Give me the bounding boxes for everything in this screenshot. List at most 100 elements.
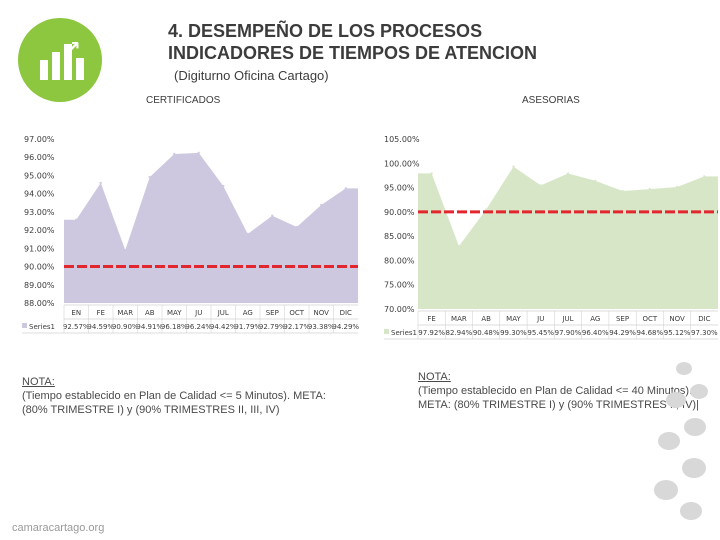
data-label: 94.29% xyxy=(609,329,636,337)
note-text: (Tiempo establecido en Plan de Calidad <… xyxy=(418,385,699,411)
data-point xyxy=(295,225,298,229)
note-asesorias: NOTA: (Tiempo establecido en Plan de Cal… xyxy=(418,370,716,412)
y-tick-label: 95.00% xyxy=(384,184,415,193)
y-tick-label: 105.00% xyxy=(384,135,420,144)
y-tick-label: 97.00% xyxy=(24,135,55,144)
y-tick-label: 95.00% xyxy=(24,171,55,180)
chart-asesorias: 105.00% 100.00% 95.00% 90.00% 85.00% 80.00% 75… xyxy=(384,135,718,340)
data-point xyxy=(484,208,488,211)
decor-dot xyxy=(654,480,678,500)
series-area xyxy=(418,166,718,309)
note-label: NOTA: xyxy=(22,376,55,388)
x-tick-label: NOV xyxy=(669,315,685,323)
decor-dot xyxy=(658,432,680,450)
y-tick-label: 90.00% xyxy=(384,208,415,217)
x-tick-label: JUL xyxy=(561,315,573,323)
title-line-1: 4. DESEMPEÑO DE LOS PROCESOS xyxy=(168,21,483,41)
logo-bar xyxy=(40,60,48,80)
x-tick-label: AB xyxy=(145,309,155,317)
x-tick-label: JU xyxy=(194,309,202,317)
x-tick-label: AG xyxy=(243,309,253,317)
data-point xyxy=(594,179,597,182)
data-point xyxy=(148,175,151,179)
data-label: 92.79% xyxy=(259,323,286,331)
x-tick-label: MAY xyxy=(506,315,521,323)
data-point xyxy=(457,244,461,248)
data-point xyxy=(648,187,652,191)
data-label: 94.91% xyxy=(136,323,163,331)
data-point xyxy=(99,181,102,185)
legend-swatch xyxy=(22,323,27,328)
y-tick-label: 94.00% xyxy=(24,190,55,199)
data-point xyxy=(75,218,78,221)
footer-website: camaracartago.org xyxy=(12,522,105,534)
x-tick-label: SEP xyxy=(266,309,279,317)
data-point xyxy=(246,232,249,236)
data-point xyxy=(320,203,323,207)
data-label: 94.29% xyxy=(332,323,359,331)
chart-title-certificados: CERTIFICADOS xyxy=(146,95,221,106)
decorative-dots xyxy=(652,362,712,532)
legend-label: Series1 xyxy=(29,323,55,331)
y-tick-label: 70.00% xyxy=(384,305,415,314)
data-point xyxy=(222,184,225,188)
data-point xyxy=(539,184,542,187)
y-tick-label: 90.00% xyxy=(24,263,55,272)
data-label: 97.90% xyxy=(555,329,582,337)
page-title: 4. DESEMPEÑO DE LOS PROCESOS INDICADORES… xyxy=(168,20,537,64)
data-label: 93.38% xyxy=(308,323,335,331)
data-label: 91.79% xyxy=(234,323,261,331)
y-tick-label: 89.00% xyxy=(24,281,55,290)
logo-bar xyxy=(52,52,60,80)
page-subtitle: (Digiturno Oficina Cartago) xyxy=(174,68,329,83)
data-label: 95.45% xyxy=(527,329,554,337)
x-tick-label: AG xyxy=(590,315,600,323)
y-tick-label: 92.00% xyxy=(24,226,55,235)
y-tick-label: 88.00% xyxy=(24,299,55,308)
decor-dot xyxy=(690,384,708,399)
data-point xyxy=(271,214,274,217)
chart-title-asesorias: ASESORIAS xyxy=(522,95,580,106)
decor-dot xyxy=(684,418,706,436)
data-label: 92.57% xyxy=(63,323,90,331)
logo-bar xyxy=(76,58,84,80)
x-tick-label: DIC xyxy=(340,309,352,317)
legend-swatch xyxy=(384,329,389,334)
decor-dot xyxy=(676,362,692,375)
logo-bar xyxy=(64,44,72,80)
x-tick-label: DIC xyxy=(698,315,710,323)
data-label: 94.42% xyxy=(210,323,237,331)
x-tick-label: EN xyxy=(71,309,81,317)
y-tick-label: 75.00% xyxy=(384,281,415,290)
x-tick-label: OCT xyxy=(289,309,304,317)
data-point xyxy=(621,189,624,193)
y-tick-label: 96.00% xyxy=(24,153,55,162)
y-tick-label: 80.00% xyxy=(384,256,415,265)
data-point xyxy=(197,151,200,155)
x-tick-label: MAY xyxy=(167,309,182,317)
data-label: 94.68% xyxy=(636,329,663,337)
note-text: (Tiempo establecido en Plan de Calidad <… xyxy=(22,390,326,416)
data-label: 96.40% xyxy=(582,329,609,337)
data-point xyxy=(512,165,515,168)
series-area xyxy=(64,152,358,303)
data-point xyxy=(703,175,706,178)
note-certificados: NOTA: (Tiempo establecido en Plan de Cal… xyxy=(22,375,352,417)
data-label: 94.59% xyxy=(87,323,114,331)
data-point xyxy=(173,152,176,156)
x-tick-label: NOV xyxy=(314,309,330,317)
data-label: 96.18% xyxy=(161,323,188,331)
data-point xyxy=(430,172,433,175)
decor-dot xyxy=(680,502,702,520)
data-label: 96.24% xyxy=(185,323,212,331)
x-tick-label: FE xyxy=(97,309,105,317)
decor-dot xyxy=(682,458,706,478)
y-tick-label: 93.00% xyxy=(24,208,55,217)
logo: ↗ xyxy=(18,18,102,102)
data-point xyxy=(675,185,679,189)
x-tick-label: JUL xyxy=(217,309,229,317)
y-tick-label: 85.00% xyxy=(384,232,415,241)
x-tick-label: MAR xyxy=(117,309,133,317)
x-tick-label: MAR xyxy=(451,315,467,323)
x-tick-label: SEP xyxy=(616,315,629,323)
